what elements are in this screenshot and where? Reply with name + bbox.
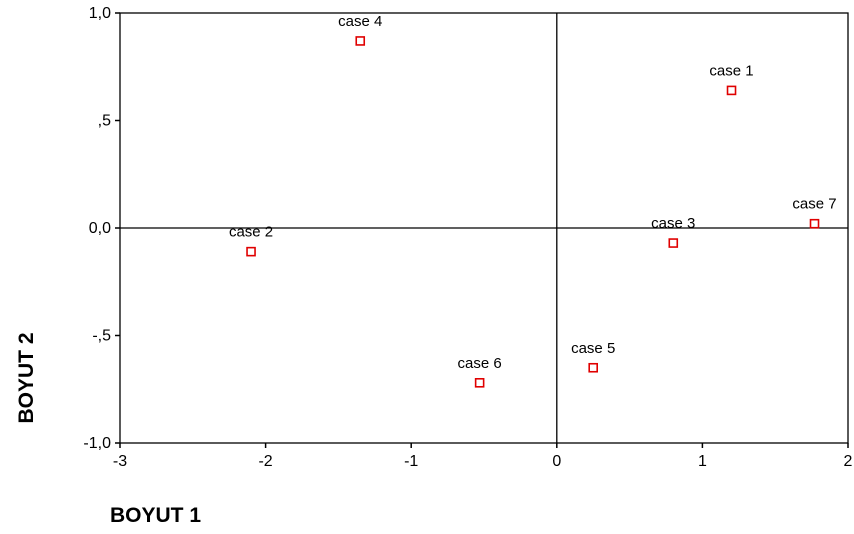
x-tick-label: -1 <box>404 453 418 470</box>
x-tick-label: 1 <box>698 453 707 470</box>
data-point-label: case 2 <box>229 224 273 241</box>
data-point-label: case 6 <box>458 355 502 372</box>
data-point <box>668 238 679 248</box>
data-point <box>246 246 256 257</box>
data-point-label: case 3 <box>651 215 695 232</box>
x-tick-label: -3 <box>113 453 127 470</box>
x-tick-label: 0 <box>552 453 561 470</box>
data-point <box>809 218 820 229</box>
data-point <box>474 377 485 388</box>
y-tick-label: -,5 <box>92 328 111 345</box>
y-tick-label: 1,0 <box>89 5 111 22</box>
y-tick-label: 0,0 <box>89 220 111 237</box>
x-tick-label: -2 <box>258 453 272 470</box>
data-point-label: case 7 <box>792 196 836 213</box>
data-point-label: case 4 <box>338 13 382 30</box>
x-tick-label: 2 <box>844 453 853 470</box>
data-point <box>588 362 599 373</box>
data-point <box>726 85 737 96</box>
y-tick-label: -1,0 <box>83 435 111 452</box>
y-tick-label: ,5 <box>98 113 111 130</box>
x-axis-title: BOYUT 1 <box>110 504 201 527</box>
data-point-label: case 5 <box>571 340 615 357</box>
y-axis-title: BOYUT 2 <box>15 332 38 423</box>
data-point <box>355 36 366 46</box>
data-point-label: case 1 <box>709 62 753 79</box>
